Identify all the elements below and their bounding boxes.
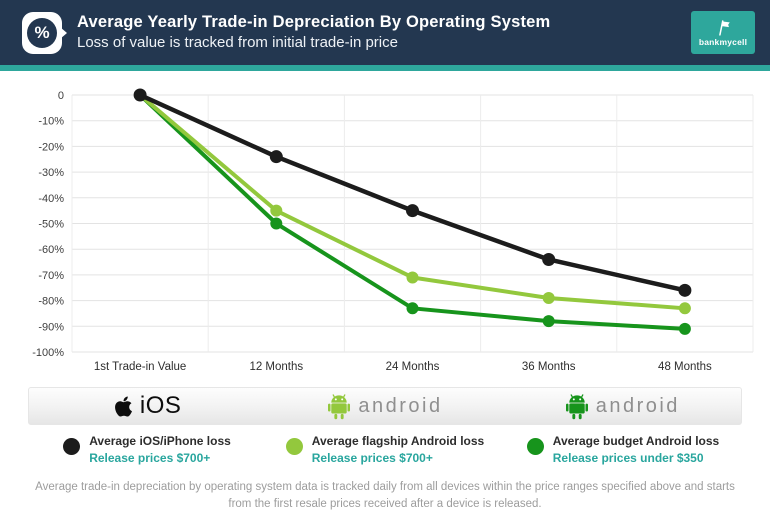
- header: % Average Yearly Trade-in Depreciation B…: [0, 0, 770, 65]
- ios-label: iOS: [139, 392, 182, 419]
- data-point-budget-android: [542, 315, 555, 328]
- x-tick-label: 48 Months: [658, 361, 712, 373]
- y-tick-label: -40%: [38, 193, 64, 205]
- os-band: iOS android: [28, 387, 742, 425]
- y-tick-label: 0: [58, 90, 64, 102]
- legend-dot-budget-android: [526, 438, 544, 455]
- line-chart-svg: 0 -10% -20% -30% -40% -50% -60% -70% -80% -90% -10…: [32, 88, 754, 373]
- data-point-ios: [678, 283, 692, 297]
- legend-item-flagship-android: Average flagship Android loss Release pr…: [266, 433, 504, 467]
- y-tick-label: -30%: [38, 167, 64, 179]
- x-tick-label: 36 Months: [522, 361, 576, 373]
- y-tick-label: -70%: [38, 270, 64, 282]
- legend-item-budget-android: Average budget Android loss Release pric…: [504, 433, 742, 467]
- data-point-ios: [269, 150, 283, 164]
- x-tick-label: 1st Trade-in Value: [94, 361, 186, 373]
- legend-label: Average flagship Android loss: [311, 434, 485, 448]
- x-tick-label: 24 Months: [386, 361, 440, 373]
- y-tick-label: -100%: [32, 347, 64, 359]
- data-point-ios: [542, 252, 556, 266]
- brand-name: bankmycell: [698, 36, 748, 47]
- data-point-ios: [133, 88, 147, 102]
- legend-dot-ios: [63, 438, 81, 455]
- data-point-flagship-android: [270, 204, 283, 217]
- y-tick-label: -50%: [38, 219, 64, 231]
- x-tick-label: 12 Months: [249, 361, 303, 373]
- y-tick-label: -20%: [38, 141, 64, 153]
- apple-icon: [114, 395, 132, 417]
- legend-item-ios: Average iOS/iPhone loss Release prices $…: [28, 433, 266, 467]
- header-titles: Average Yearly Trade-in Depreciation By …: [77, 12, 550, 52]
- percent-badge-icon: %: [22, 11, 62, 54]
- legend-label: Average budget Android loss: [552, 434, 720, 448]
- data-point-ios: [406, 204, 419, 218]
- accent-strip: [0, 65, 770, 71]
- y-tick-label: -90%: [38, 321, 64, 333]
- legend-sublabel: Release prices $700+: [89, 450, 211, 465]
- data-point-budget-android: [678, 322, 691, 335]
- android-wordmark-budget: android: [595, 394, 680, 417]
- page-title: Average Yearly Trade-in Depreciation By …: [77, 13, 551, 32]
- y-tick-label: -80%: [38, 296, 64, 308]
- y-tick-label: -10%: [38, 116, 64, 128]
- brand-logo[interactable]: bankmycell: [691, 11, 755, 54]
- legend-label: Average iOS/iPhone loss: [89, 434, 231, 448]
- android-robot-icon-budget: [565, 393, 588, 419]
- page-subtitle: Loss of value is tracked from initial tr…: [77, 33, 398, 51]
- data-point-budget-android: [270, 217, 283, 230]
- footnote: Average trade-in depreciation by operati…: [35, 480, 735, 510]
- series-line-ios: [137, 92, 688, 293]
- data-point-flagship-android: [406, 271, 419, 284]
- chart-legend: Average iOS/iPhone loss Release prices $…: [28, 433, 742, 467]
- legend-sublabel: Release prices under $350: [552, 450, 704, 465]
- data-point-flagship-android: [678, 302, 691, 315]
- os-col-ios: iOS: [29, 392, 266, 420]
- y-tick-label: -60%: [38, 244, 64, 256]
- flag-icon: [718, 19, 730, 36]
- legend-dot-flagship-android: [285, 438, 303, 455]
- os-col-android-flagship: android: [266, 393, 503, 420]
- depreciation-chart: 0 -10% -20% -30% -40% -50% -60% -70% -80% -90% -10…: [0, 71, 770, 381]
- legend-sublabel: Release prices $700+: [311, 450, 433, 465]
- data-point-budget-android: [406, 302, 419, 315]
- android-wordmark-flagship: android: [358, 394, 443, 417]
- data-point-flagship-android: [542, 292, 555, 305]
- android-robot-icon-flagship: [328, 393, 351, 419]
- os-col-android-budget: android: [504, 393, 741, 420]
- percent-icon: %: [27, 17, 57, 48]
